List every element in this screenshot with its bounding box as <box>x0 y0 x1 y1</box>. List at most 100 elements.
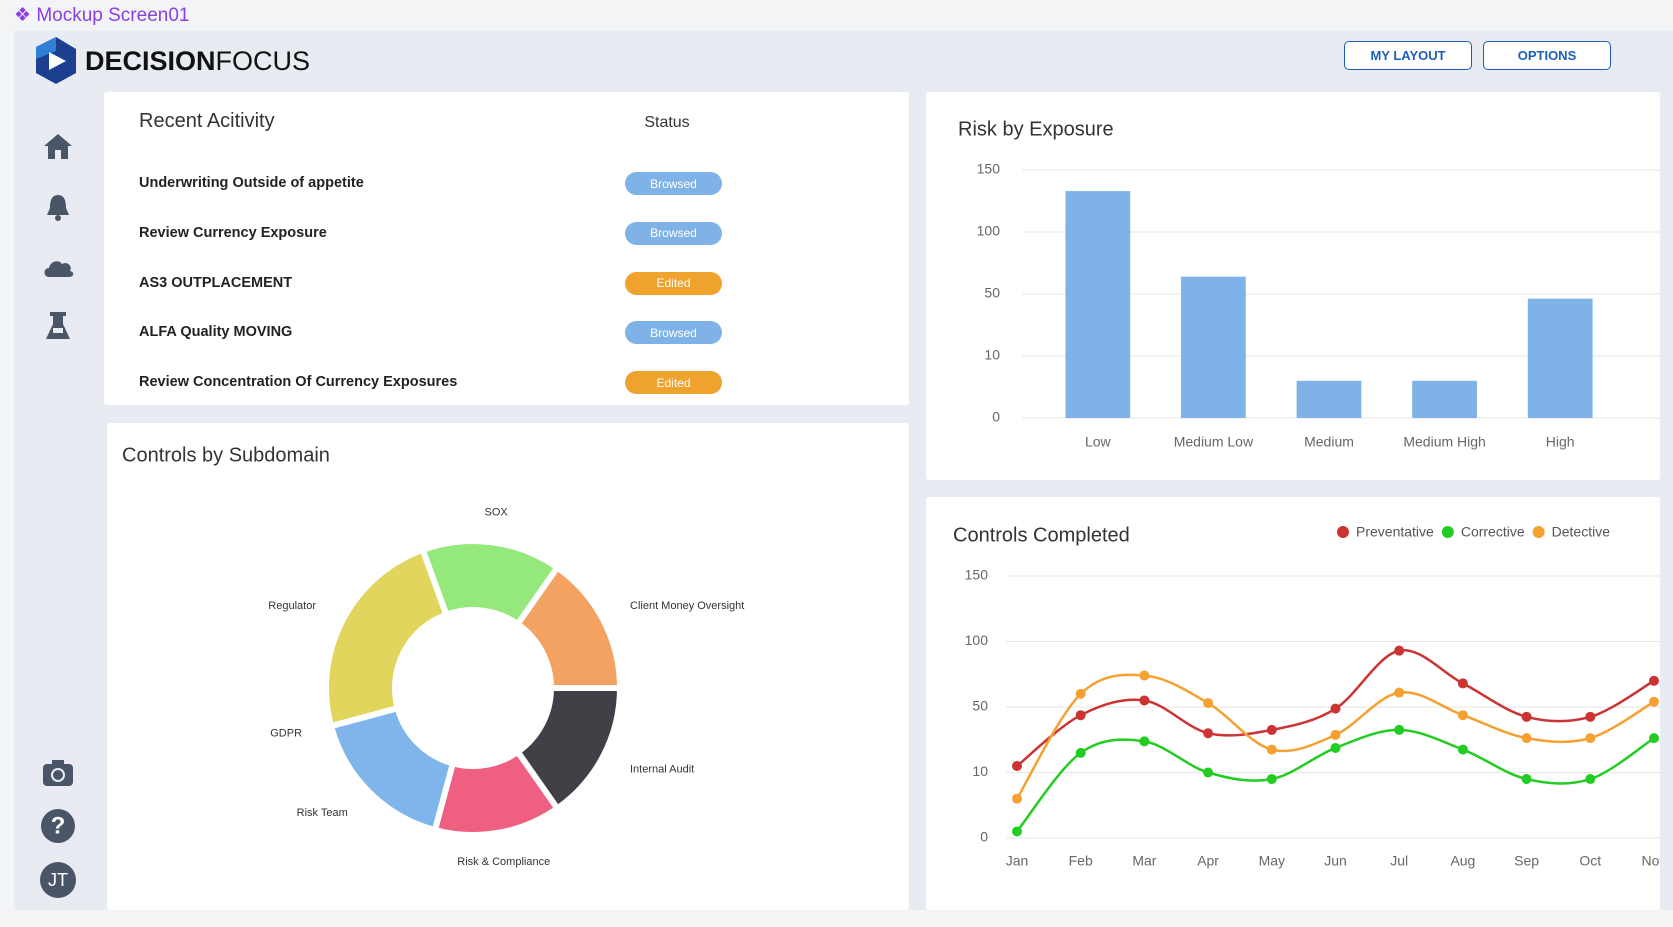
brand: DECISIONFOCUS <box>85 46 310 77</box>
status-badge: Edited <box>625 271 722 295</box>
data-point <box>1585 774 1596 785</box>
activity-row: ALFA Quality MOVING Browsed <box>139 321 839 345</box>
bar <box>1412 380 1477 418</box>
x-tick-label: High <box>1546 434 1575 450</box>
slice-label: Risk & Compliance <box>457 856 550 868</box>
legend-label: Preventative <box>1356 524 1434 540</box>
my-layout-button[interactable]: MY LAYOUT <box>1344 41 1472 70</box>
y-tick-label: 150 <box>965 567 989 583</box>
y-tick-label: 100 <box>977 223 1001 239</box>
x-tick-label: Aug <box>1450 853 1475 869</box>
data-point <box>1075 747 1086 758</box>
activity-name: AS3 OUTPLACEMENT <box>139 274 293 291</box>
notifications-icon[interactable] <box>40 190 76 226</box>
x-tick-label: Apr <box>1197 853 1219 869</box>
slice-label: Risk Team <box>297 807 348 819</box>
y-tick-label: 50 <box>972 698 988 714</box>
completed-card: Controls Completed 0 10 50 100 150 Jan Feb Mar Ap… <box>926 497 1660 910</box>
chart-title: Risk by Exposure <box>958 118 1114 140</box>
app-icon: ❖ <box>14 5 32 26</box>
data-point <box>1012 760 1022 771</box>
data-point <box>1330 703 1341 714</box>
y-tick-label: 100 <box>965 632 989 648</box>
data-point <box>1649 696 1659 707</box>
data-point <box>1521 711 1532 722</box>
x-tick-label: Medium High <box>1403 434 1485 450</box>
data-point <box>1139 670 1150 681</box>
y-tick-label: 10 <box>984 347 1000 363</box>
activity-row: Review Currency Exposure Browsed <box>139 221 839 246</box>
data-point <box>1012 826 1022 837</box>
cloud-icon[interactable] <box>40 249 76 285</box>
x-tick-label: May <box>1259 853 1285 869</box>
slice-label: Regulator <box>268 600 316 612</box>
logo-mark <box>36 37 76 84</box>
x-tick-label: Low <box>1085 434 1112 450</box>
data-point <box>1649 675 1659 686</box>
home-icon[interactable] <box>40 128 76 164</box>
legend-marker <box>1337 526 1349 538</box>
slice-label: SOX <box>484 506 508 518</box>
data-point <box>1139 736 1150 747</box>
x-tick-label: Jun <box>1324 853 1347 869</box>
y-tick-label: 0 <box>992 409 1000 425</box>
data-point <box>1585 711 1596 722</box>
x-tick-label: Mar <box>1132 853 1156 869</box>
status-badge: Browsed <box>625 321 722 345</box>
data-point <box>1075 710 1086 721</box>
camera-icon[interactable] <box>40 755 76 791</box>
bar <box>1181 276 1246 418</box>
y-tick-label: 50 <box>984 285 1000 301</box>
data-point <box>1394 645 1405 656</box>
x-tick-label: Jul <box>1390 853 1408 869</box>
legend-marker <box>1441 526 1454 538</box>
activity-row: Review Concentration Of Currency Exposur… <box>139 371 839 395</box>
slice-label: GDPR <box>270 728 302 740</box>
chart-title: Controls by Subdomain <box>122 444 330 466</box>
x-tick-label: Medium Low <box>1174 434 1254 450</box>
app-title: ❖ Mockup Screen01 <box>14 4 189 27</box>
legend-marker <box>1532 526 1545 538</box>
legend-label: Detective <box>1552 524 1611 540</box>
activity-row: Underwriting Outside of appetite Browsed <box>139 172 839 196</box>
user-avatar[interactable]: JT <box>40 862 76 898</box>
data-point <box>1457 710 1468 721</box>
y-tick-label: 150 <box>977 161 1001 177</box>
chart-title: Controls Completed <box>953 524 1130 546</box>
data-point <box>1012 793 1022 804</box>
data-point <box>1139 695 1150 706</box>
app-title-text: Mockup Screen01 <box>36 5 190 26</box>
x-tick-label: Feb <box>1069 853 1093 869</box>
data-point <box>1457 744 1468 755</box>
lab-icon[interactable] <box>40 308 76 344</box>
data-point <box>1203 698 1214 709</box>
data-point <box>1394 724 1405 735</box>
recent-activity-card: Recent Acitivity Status Underwriting Out… <box>104 92 909 405</box>
data-point <box>1649 733 1659 744</box>
status-header: Status <box>644 114 690 131</box>
exposure-card: Risk by Exposure 0 10 50 100 150 Low Medium Low… <box>926 92 1660 480</box>
options-button[interactable]: OPTIONS <box>1483 41 1611 70</box>
help-icon[interactable]: ? <box>40 808 76 844</box>
donut-chart: Controls by Subdomain SOX Client Money Ove… <box>122 444 744 868</box>
data-point <box>1330 729 1341 740</box>
data-point <box>1075 688 1086 699</box>
x-tick-label: Jan <box>1006 853 1029 869</box>
status-badge: Browsed <box>625 172 722 195</box>
bar-chart: Risk by Exposure 0 10 50 100 150 Low Medium Low… <box>958 118 1660 450</box>
donut-slice <box>323 546 451 730</box>
bar <box>1065 191 1131 418</box>
data-point <box>1330 742 1341 753</box>
svg-text:?: ? <box>51 812 66 839</box>
data-point <box>1521 733 1532 744</box>
data-point <box>1203 728 1214 739</box>
slice-label: Internal Audit <box>630 764 694 776</box>
data-point <box>1266 744 1277 755</box>
data-point <box>1585 733 1596 744</box>
x-tick-label: Medium <box>1304 434 1354 450</box>
activity-name: ALFA Quality MOVING <box>139 324 293 341</box>
slice-label: Client Money Oversight <box>630 600 744 612</box>
x-tick-label: Nov <box>1642 853 1660 869</box>
donut-slice <box>327 704 457 834</box>
